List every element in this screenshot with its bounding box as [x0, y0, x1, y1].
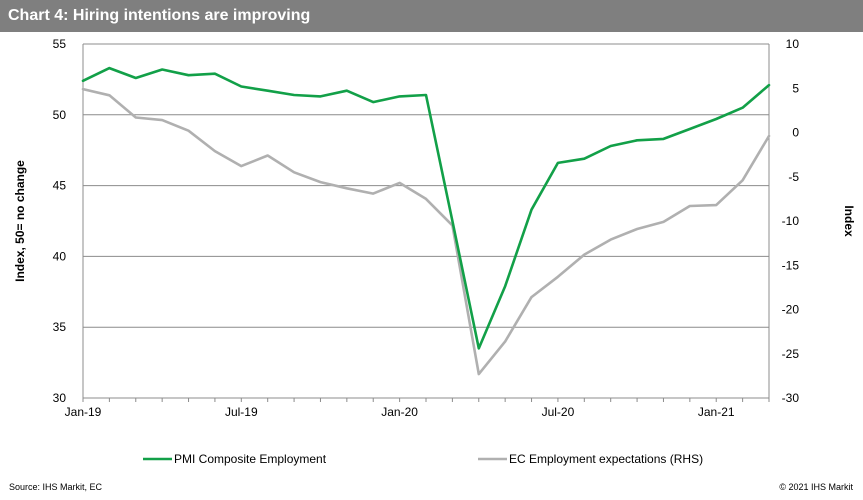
right-tick-label: -20 — [782, 303, 800, 317]
x-tick-label: Jan-19 — [65, 405, 102, 419]
grid-lines — [83, 43, 769, 328]
x-tick-label: Jul-20 — [542, 405, 575, 419]
legend-label: EC Employment expectations (RHS) — [509, 452, 703, 466]
right-tick-label: 5 — [792, 81, 799, 95]
left-axis-title: Index, 50= no change — [13, 160, 27, 282]
x-tick-label: Jan-21 — [698, 405, 735, 419]
right-tick-label: -30 — [782, 391, 800, 405]
x-tick-label: Jul-19 — [225, 405, 258, 419]
right-tick-label: 0 — [792, 126, 799, 140]
ec-employment-expectations-line — [81, 87, 771, 376]
right-tick-label: -5 — [788, 170, 799, 184]
left-tick-label: 35 — [53, 320, 67, 334]
legend-label: PMI Composite Employment — [174, 452, 327, 466]
left-tick-label: 50 — [53, 108, 67, 122]
chart-title: Chart 4: Hiring intentions are improving — [0, 0, 863, 32]
right-tick-label: 10 — [786, 37, 800, 51]
right-axis-title: Index — [842, 205, 856, 237]
pmi-composite-employment-line — [81, 66, 771, 350]
right-tick-label: -10 — [782, 214, 800, 228]
left-tick-label: 30 — [53, 391, 67, 405]
x-axis-ticks: Jan-19 Jul-19 Jan-20 Jul-20 Jan-21 — [65, 405, 735, 419]
right-tick-label: -25 — [782, 347, 800, 361]
copyright-note: © 2021 IHS Markit — [779, 482, 853, 492]
left-tick-label: 40 — [53, 249, 67, 263]
x-tick-label: Jan-20 — [381, 405, 418, 419]
left-tick-label: 45 — [53, 179, 67, 193]
legend: PMI Composite Employment EC Employment ex… — [143, 452, 703, 466]
right-tick-label: -15 — [782, 258, 800, 272]
series-lines — [81, 66, 771, 376]
source-note: Source: IHS Markit, EC — [9, 482, 103, 492]
right-axis-ticks: -30 -25 -20 -15 -10 -5 0 5 10 — [782, 37, 800, 405]
left-tick-label: 55 — [53, 37, 67, 51]
axes — [82, 44, 770, 402]
left-axis-ticks: 30 35 40 45 50 55 — [53, 37, 67, 405]
